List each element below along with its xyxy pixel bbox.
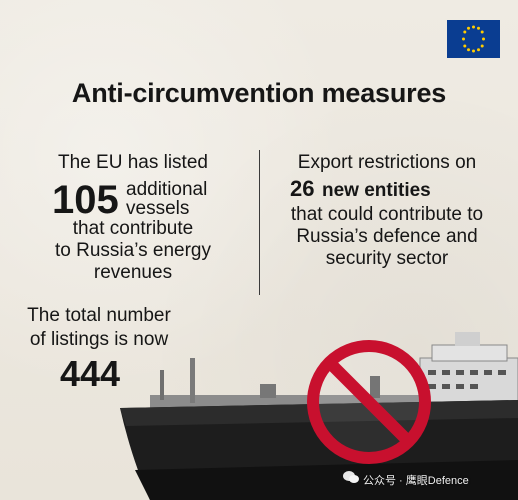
entities-desc-line2: Russia’s defence and <box>296 226 478 247</box>
page-title: Anti-circumvention measures <box>71 78 447 108</box>
vessels-desc-line1: that contribute <box>72 218 194 239</box>
vessels-desc-line3: revenues <box>93 262 173 283</box>
vessels-label-line2: vessels <box>126 198 190 219</box>
vessels-label-line1: additional <box>126 179 208 200</box>
total-listings-text: The total number of listings is now <box>14 304 184 352</box>
entities-desc-line3: security sector <box>325 248 449 269</box>
entities-intro: Export restrictions on <box>297 152 477 173</box>
vessels-description: that contribute to Russia’s energy reven… <box>18 218 248 284</box>
vessels-label: additional vessels <box>126 180 207 218</box>
tanker-ship-image <box>120 332 518 500</box>
entities-emphasis: new entities <box>322 180 431 201</box>
total-line1: The total number <box>27 305 171 326</box>
watermark-text: 公众号 · 鹰眼Defence <box>363 475 469 487</box>
total-line2: of listings is now <box>29 329 169 350</box>
vessels-count: 105 <box>52 178 119 222</box>
vessels-intro: The EU has listed <box>58 152 208 173</box>
entities-description: that could contribute to Russia’s defenc… <box>272 204 502 270</box>
total-listings-count: 444 <box>60 353 121 394</box>
vessels-desc-line2: to Russia’s energy <box>55 240 211 261</box>
wechat-icon <box>343 471 359 483</box>
column-divider <box>259 150 260 295</box>
eu-flag-icon <box>447 20 500 58</box>
entities-desc-line1: that could contribute to <box>290 204 484 225</box>
entities-count: 26 <box>290 176 315 201</box>
